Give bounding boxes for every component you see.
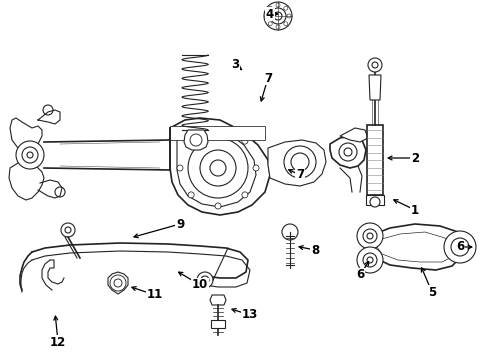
Circle shape	[357, 223, 383, 249]
Circle shape	[188, 138, 248, 198]
Polygon shape	[369, 75, 381, 100]
Polygon shape	[108, 272, 128, 294]
Circle shape	[190, 134, 202, 146]
Polygon shape	[370, 224, 462, 270]
Text: 6: 6	[456, 240, 464, 253]
Text: 8: 8	[311, 243, 319, 256]
Polygon shape	[330, 136, 366, 168]
Text: 1: 1	[411, 203, 419, 216]
Circle shape	[197, 272, 213, 288]
Polygon shape	[170, 118, 270, 215]
Polygon shape	[211, 320, 225, 328]
Circle shape	[451, 238, 469, 256]
Circle shape	[242, 138, 248, 144]
Circle shape	[363, 229, 377, 243]
Circle shape	[215, 203, 221, 209]
Polygon shape	[177, 128, 256, 207]
Text: 6: 6	[356, 269, 364, 282]
Polygon shape	[268, 140, 326, 186]
Circle shape	[253, 165, 259, 171]
Circle shape	[27, 152, 33, 158]
Text: 11: 11	[147, 288, 163, 302]
Text: 4: 4	[266, 8, 274, 21]
Circle shape	[344, 148, 352, 156]
Circle shape	[188, 192, 194, 198]
Text: 2: 2	[411, 152, 419, 165]
Circle shape	[215, 127, 221, 133]
Circle shape	[357, 247, 383, 273]
Circle shape	[291, 153, 309, 171]
Circle shape	[188, 138, 194, 144]
Text: 13: 13	[242, 309, 258, 321]
Polygon shape	[170, 126, 265, 140]
Text: 10: 10	[192, 279, 208, 292]
Circle shape	[242, 192, 248, 198]
Circle shape	[264, 2, 292, 30]
Circle shape	[210, 160, 226, 176]
Circle shape	[284, 146, 316, 178]
Text: 7: 7	[296, 168, 304, 181]
Circle shape	[200, 150, 236, 186]
Circle shape	[282, 224, 298, 240]
Text: 5: 5	[428, 285, 436, 298]
Circle shape	[22, 147, 38, 163]
Polygon shape	[184, 130, 208, 150]
Circle shape	[270, 8, 286, 24]
Text: 3: 3	[231, 58, 239, 72]
Polygon shape	[366, 195, 384, 205]
Circle shape	[61, 223, 75, 237]
Polygon shape	[340, 128, 368, 142]
Text: 7: 7	[264, 72, 272, 85]
Polygon shape	[210, 295, 226, 305]
Circle shape	[110, 275, 126, 291]
Circle shape	[363, 253, 377, 267]
Circle shape	[177, 165, 183, 171]
Circle shape	[368, 58, 382, 72]
Circle shape	[370, 197, 380, 207]
Circle shape	[339, 143, 357, 161]
Text: 12: 12	[50, 336, 66, 348]
Polygon shape	[9, 118, 44, 200]
Text: 9: 9	[176, 217, 184, 230]
Circle shape	[16, 141, 44, 169]
Polygon shape	[367, 125, 383, 195]
Circle shape	[444, 231, 476, 263]
